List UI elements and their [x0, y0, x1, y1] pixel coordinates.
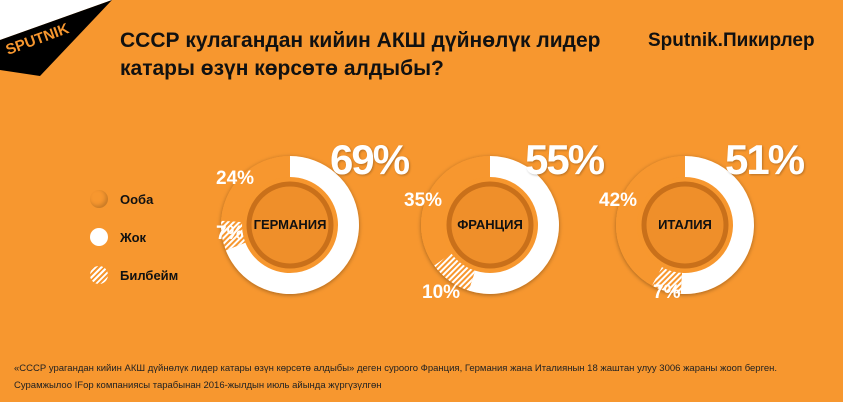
brand-label: Sputnik.Пикирлер	[648, 30, 815, 51]
slice-yes	[421, 156, 490, 266]
legend-item-yes: Ооба	[90, 180, 178, 218]
slice-unknown	[221, 220, 246, 251]
swatch-no	[90, 228, 108, 246]
swatch-unknown	[90, 266, 108, 284]
footnote: «СССР урагандан кийин АКШ дүйнөлүк лидер…	[14, 360, 777, 394]
label-yes: 42%	[599, 190, 638, 211]
footnote-line: «СССР урагандан кийин АКШ дүйнөлүк лидер…	[14, 363, 778, 374]
slice-no	[225, 156, 359, 294]
legend: Ооба Жок Билбейм	[90, 180, 178, 294]
label-unknown: 10%	[422, 282, 461, 303]
donut-center	[446, 181, 534, 269]
legend-label: Билбейм	[120, 267, 179, 283]
donut-center	[246, 181, 334, 269]
slice-yes	[221, 156, 290, 222]
footnote-line: Сурамжылоо IFop компаниясы тарабынан 201…	[14, 380, 382, 391]
slice-unknown	[434, 253, 476, 291]
legend-label: Ооба	[120, 191, 154, 207]
donut-france: ФРАНЦИЯ 55% 10% 35%	[390, 136, 605, 310]
sputnik-logo: SPUTNIK	[0, 0, 112, 76]
slice-unknown	[651, 267, 682, 294]
country-label: ИТАЛИЯ	[658, 217, 712, 232]
label-no: 51%	[725, 136, 805, 183]
donut-germany: ГЕРМАНИЯ 69% 7% 24%	[190, 136, 410, 310]
legend-label: Жок	[120, 229, 147, 245]
label-yes: 24%	[216, 168, 255, 189]
country-label: ГЕРМАНИЯ	[253, 217, 327, 232]
slice-no	[468, 156, 559, 294]
donut-italy: ИТАЛИЯ 51% 7% 42%	[585, 136, 805, 310]
label-unknown: 7%	[653, 282, 681, 303]
label-no: 55%	[525, 136, 605, 183]
label-no: 69%	[330, 136, 410, 183]
legend-item-unknown: Билбейм	[90, 256, 178, 294]
swatch-yes	[90, 190, 108, 208]
label-unknown: 7%	[216, 223, 244, 244]
legend-item-no: Жок	[90, 218, 178, 256]
slice-yes	[616, 156, 685, 286]
label-yes: 35%	[404, 190, 443, 211]
slice-no	[680, 156, 754, 294]
country-label: ФРАНЦИЯ	[457, 217, 523, 232]
page-title: СССР кулагандан кийин АКШ дүйнөлүк лидер…	[120, 29, 601, 80]
donut-center	[641, 181, 729, 269]
